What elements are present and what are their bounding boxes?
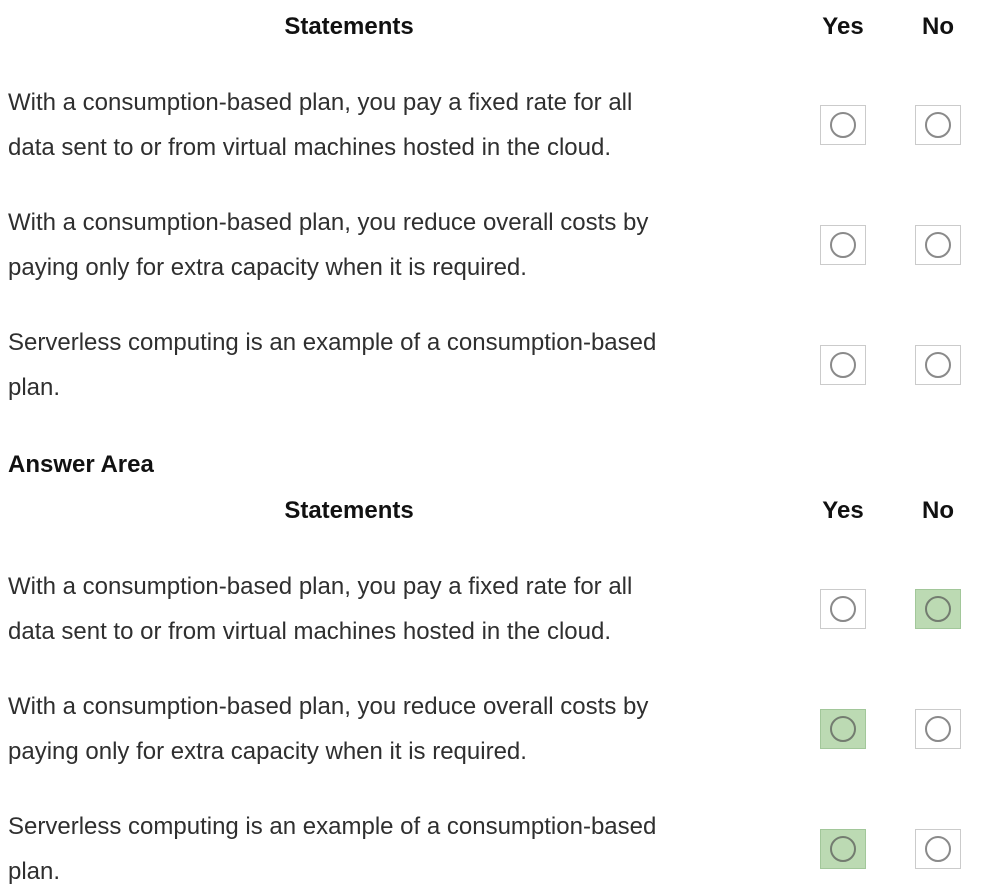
answer-area-table: Statements Yes No With a consumption-bas…	[8, 492, 961, 889]
yes-cell	[820, 105, 866, 145]
radio-no[interactable]	[915, 225, 961, 265]
radio-circle-icon	[830, 352, 856, 378]
statement-text: Serverless computing is an example of a …	[8, 320, 820, 410]
radio-circle-icon	[830, 596, 856, 622]
radio-no[interactable]	[915, 589, 961, 629]
statement-line: plan.	[8, 374, 61, 401]
answer-row-3: Serverless computing is an example of a …	[8, 804, 961, 889]
yes-cell	[820, 709, 866, 749]
radio-yes[interactable]	[820, 709, 866, 749]
answer-area-title: Answer Area	[8, 451, 154, 478]
no-cell	[915, 345, 961, 385]
answer-row-1: With a consumption-based plan, you pay a…	[8, 564, 961, 654]
answer-table-header: Statements Yes No	[8, 492, 961, 530]
statement-text: With a consumption-based plan, you pay a…	[8, 564, 820, 654]
statement-line: data sent to or from virtual machines ho…	[8, 618, 611, 645]
statements-column-header: Statements	[284, 497, 414, 524]
answer-row-2: With a consumption-based plan, you reduc…	[8, 684, 961, 774]
no-cell	[915, 105, 961, 145]
radio-circle-icon	[925, 716, 951, 742]
radio-no[interactable]	[915, 709, 961, 749]
statement-line: With a consumption-based plan, you pay a…	[8, 89, 633, 116]
no-cell	[915, 225, 961, 265]
statement-line: plan.	[8, 858, 61, 885]
radio-no[interactable]	[915, 829, 961, 869]
no-column-header: No	[922, 497, 954, 524]
radio-yes[interactable]	[820, 105, 866, 145]
radio-no[interactable]	[915, 105, 961, 145]
radio-yes[interactable]	[820, 589, 866, 629]
statement-line: Serverless computing is an example of a …	[8, 329, 657, 356]
question-row-1: With a consumption-based plan, you pay a…	[8, 80, 961, 170]
question-row-2: With a consumption-based plan, you reduc…	[8, 200, 961, 290]
statements-column-header: Statements	[284, 13, 414, 40]
no-cell	[915, 829, 961, 869]
radio-circle-icon	[830, 232, 856, 258]
radio-circle-icon	[925, 232, 951, 258]
radio-circle-icon	[925, 112, 951, 138]
yes-cell	[820, 589, 866, 629]
no-cell	[915, 709, 961, 749]
statement-line: Serverless computing is an example of a …	[8, 813, 657, 840]
radio-circle-icon	[830, 836, 856, 862]
radio-circle-icon	[925, 352, 951, 378]
statement-line: With a consumption-based plan, you pay a…	[8, 573, 633, 600]
radio-circle-icon	[830, 716, 856, 742]
no-column-header: No	[922, 13, 954, 40]
yes-column-header: Yes	[822, 497, 864, 524]
radio-yes[interactable]	[820, 225, 866, 265]
question-table: Statements Yes No With a consumption-bas…	[8, 8, 961, 410]
statement-line: With a consumption-based plan, you reduc…	[8, 209, 649, 236]
radio-circle-icon	[830, 112, 856, 138]
yes-cell	[820, 225, 866, 265]
radio-circle-icon	[925, 836, 951, 862]
yes-column-header: Yes	[822, 13, 864, 40]
statement-text: With a consumption-based plan, you reduc…	[8, 200, 820, 290]
statement-line: paying only for extra capacity when it i…	[8, 254, 527, 281]
question-table-header: Statements Yes No	[8, 8, 961, 46]
yes-cell	[820, 829, 866, 869]
yes-cell	[820, 345, 866, 385]
radio-circle-icon	[925, 596, 951, 622]
radio-no[interactable]	[915, 345, 961, 385]
statement-text: With a consumption-based plan, you reduc…	[8, 684, 820, 774]
statement-line: paying only for extra capacity when it i…	[8, 738, 527, 765]
statement-text: With a consumption-based plan, you pay a…	[8, 80, 820, 170]
statement-text: Serverless computing is an example of a …	[8, 804, 820, 889]
radio-yes[interactable]	[820, 829, 866, 869]
no-cell	[915, 589, 961, 629]
statement-line: data sent to or from virtual machines ho…	[8, 134, 611, 161]
radio-yes[interactable]	[820, 345, 866, 385]
question-row-3: Serverless computing is an example of a …	[8, 320, 961, 410]
statement-line: With a consumption-based plan, you reduc…	[8, 693, 649, 720]
